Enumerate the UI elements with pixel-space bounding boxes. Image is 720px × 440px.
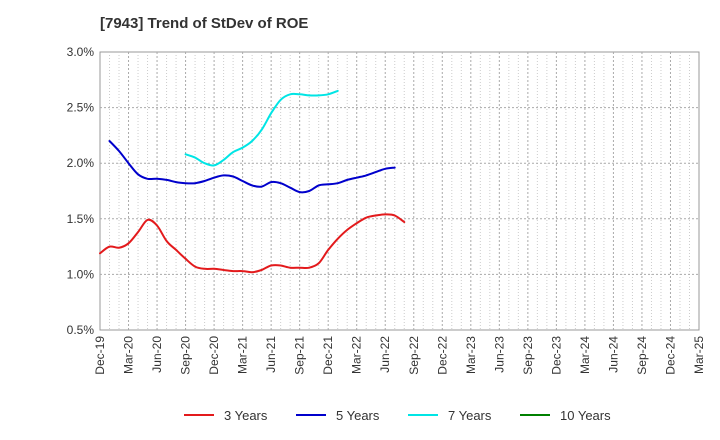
y-tick-label: 2.0% [67,156,95,170]
x-tick-label: Sep-21 [293,336,307,375]
x-tick-label: Jun-20 [150,336,164,373]
x-tick-label: Jun-22 [378,336,392,373]
y-tick-label: 2.5% [67,101,95,115]
series-line-5-years [108,140,396,194]
x-tick-label: Mar-21 [236,336,250,374]
series-line-3-years [99,213,406,274]
series-layer [99,89,406,274]
y-tick-label: 0.5% [67,323,95,337]
x-tick-label: Mar-24 [578,336,592,374]
chart-title: [7943] Trend of StDev of ROE [100,15,308,32]
x-tick-label: Jun-21 [264,336,278,373]
y-axis: 0.5% 1.0% 1.5% 2.0% 2.5% 3.0% [67,45,95,337]
x-tick-label: Mar-23 [464,336,478,374]
legend-label-10-years: 10 Years [560,408,611,423]
x-tick-label: Dec-21 [321,336,335,375]
grid-lines [100,52,699,330]
legend: 3 Years 5 Years 7 Years 10 Years [184,408,611,423]
x-tick-label: Sep-20 [179,336,193,375]
x-tick-label: Dec-19 [93,336,107,375]
x-tick-label: Dec-24 [663,336,677,375]
x-tick-label: Dec-22 [435,336,449,375]
x-axis: Dec-19 Mar-20 Jun-20 Sep-20 Dec-20 Mar-21 Jun-… [93,336,706,375]
y-tick-label: 1.5% [67,212,95,226]
x-tick-label: Mar-20 [122,336,136,374]
legend-label-7-years: 7 Years [448,408,492,423]
series-line-7-years [184,89,339,167]
x-tick-label: Dec-23 [549,336,563,375]
x-tick-label: Mar-22 [350,336,364,374]
y-tick-label: 3.0% [67,45,95,59]
legend-label-5-years: 5 Years [336,408,380,423]
x-tick-label: Sep-22 [407,336,421,375]
x-tick-label: Dec-20 [207,336,221,375]
x-tick-label: Jun-24 [606,336,620,373]
legend-label-3-years: 3 Years [224,408,268,423]
x-tick-label: Jun-23 [492,336,506,373]
x-tick-label: Sep-23 [521,336,535,375]
y-tick-label: 1.0% [67,267,95,281]
plot-area [99,51,700,331]
x-tick-label: Mar-25 [692,336,706,374]
x-tick-label: Sep-24 [635,336,649,375]
